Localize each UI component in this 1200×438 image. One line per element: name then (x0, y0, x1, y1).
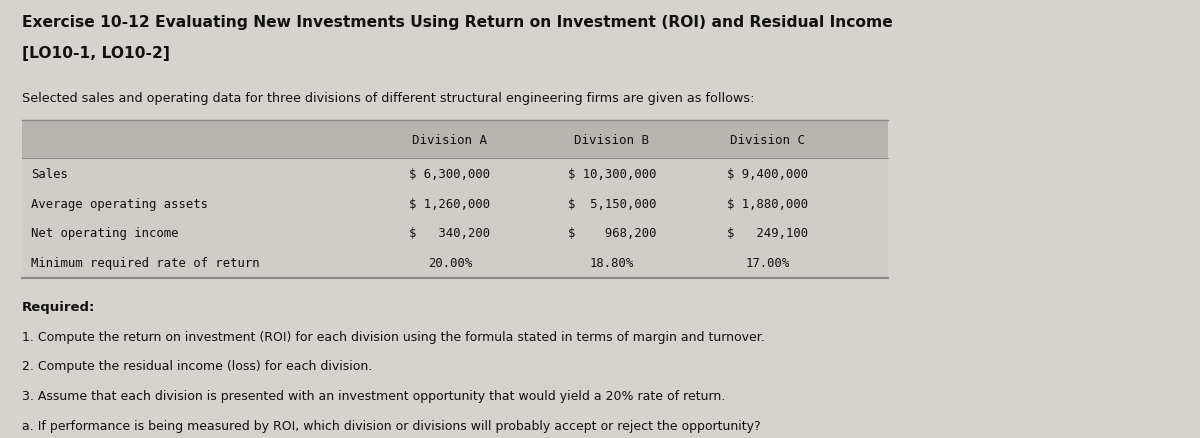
Text: Net operating income: Net operating income (31, 227, 179, 240)
Text: Average operating assets: Average operating assets (31, 197, 209, 210)
Text: 18.80%: 18.80% (590, 257, 634, 270)
Text: $ 1,880,000: $ 1,880,000 (727, 197, 809, 210)
Text: $  5,150,000: $ 5,150,000 (568, 197, 656, 210)
Text: $   249,100: $ 249,100 (727, 227, 809, 240)
Text: [LO10-1, LO10-2]: [LO10-1, LO10-2] (22, 46, 169, 61)
Text: 2. Compute the residual income (loss) for each division.: 2. Compute the residual income (loss) fo… (22, 360, 372, 373)
Text: $ 9,400,000: $ 9,400,000 (727, 167, 809, 180)
Bar (22, 120, 888, 159)
Text: 1. Compute the return on investment (ROI) for each division using the formula st: 1. Compute the return on investment (ROI… (22, 330, 764, 343)
Text: 17.00%: 17.00% (746, 257, 790, 270)
Text: $ 1,260,000: $ 1,260,000 (409, 197, 491, 210)
Text: Minimum required rate of return: Minimum required rate of return (31, 257, 260, 270)
Text: Sales: Sales (31, 167, 68, 180)
Text: Division C: Division C (731, 133, 805, 146)
Text: 20.00%: 20.00% (428, 257, 472, 270)
Text: Required:: Required: (22, 300, 95, 313)
Text: $ 10,300,000: $ 10,300,000 (568, 167, 656, 180)
Text: $   340,200: $ 340,200 (409, 227, 491, 240)
Text: Exercise 10-12 Evaluating New Investments Using Return on Investment (ROI) and R: Exercise 10-12 Evaluating New Investment… (22, 15, 893, 30)
Text: Division B: Division B (575, 133, 649, 146)
Text: Division A: Division A (413, 133, 487, 146)
Text: a. If performance is being measured by ROI, which division or divisions will pro: a. If performance is being measured by R… (22, 419, 761, 432)
Text: 3. Assume that each division is presented with an investment opportunity that wo: 3. Assume that each division is presente… (22, 389, 725, 403)
Text: Selected sales and operating data for three divisions of different structural en: Selected sales and operating data for th… (22, 92, 754, 105)
Text: $ 6,300,000: $ 6,300,000 (409, 167, 491, 180)
Text: $    968,200: $ 968,200 (568, 227, 656, 240)
